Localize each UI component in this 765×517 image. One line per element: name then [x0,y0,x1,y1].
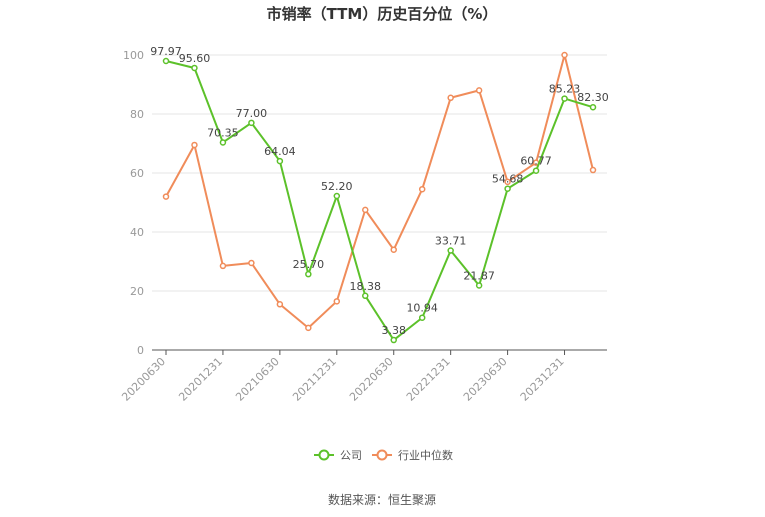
data-point [418,185,426,193]
data-point [447,94,454,102]
data-point [589,103,597,111]
data-point [248,119,255,127]
data-point [333,192,341,200]
y-tick-label: 60 [130,167,144,180]
data-point [418,314,426,321]
y-tick-label: 100 [123,49,144,62]
data-point [305,324,312,332]
x-tick-label: 20200630 [119,355,168,404]
x-tick-label: 20201231 [176,355,225,404]
legend-label: 公司 [340,449,362,462]
y-tick-label: 20 [130,285,144,298]
data-point [162,57,170,65]
data-point [219,139,227,146]
data-point [447,247,454,254]
chart-title: 市销率（TTM）历史百分位（%） [267,5,498,23]
x-tick-label: 20211231 [290,355,339,404]
data-label: 70.35 [207,126,239,139]
source-note: 数据来源：恒生聚源 [328,492,436,507]
x-tick-label: 20231231 [518,355,567,404]
data-point [305,270,312,278]
data-point [475,282,483,289]
data-label: 77.00 [236,107,268,120]
series-layer [162,51,597,344]
data-point [390,246,397,253]
data-point [333,298,341,305]
data-label: 33.71 [435,235,467,248]
data-point [162,193,170,200]
data-point [191,64,198,72]
data-label: 82.30 [577,91,609,104]
data-label: 95.60 [179,52,211,65]
data-point [504,185,511,192]
x-tick-label: 20220630 [347,355,396,404]
data-point [276,301,284,308]
grid [152,54,607,292]
data-label: 3.38 [381,324,406,337]
x-axis: 20200630 20201231 20210630 20211231 20220630… [119,349,607,404]
data-point [362,206,369,214]
x-tick-label: 20210630 [233,355,282,404]
y-tick-label: 40 [130,226,144,239]
data-label: 97.97 [150,45,182,58]
data-label: 52.20 [321,180,353,193]
data-label: 64.04 [264,145,296,158]
data-label: 10.94 [406,302,438,315]
data-point [561,95,568,102]
legend: 公司 行业中位数 [314,448,453,462]
x-tick-label: 20221231 [404,355,453,404]
data-point [475,87,483,94]
data-label: 60.77 [520,155,552,168]
data-point [276,157,284,165]
data-point [589,166,597,174]
series-line [165,54,594,329]
y-tick-label: 0 [137,344,144,357]
data-point [219,262,227,270]
data-point [248,259,255,267]
data-point [390,336,397,344]
data-label: 54.68 [492,173,524,186]
data-label: 85.23 [549,83,581,96]
y-tick-label: 80 [130,108,144,121]
y-axis: 0 20 40 60 80 100 [123,49,144,357]
x-tick-label: 20230630 [461,355,510,404]
data-label: 21.87 [463,269,495,282]
series-line [165,60,594,342]
legend-marker [318,449,330,461]
legend-marker [376,449,388,461]
data-point [362,292,369,300]
data-point [561,51,568,59]
data-point [191,141,198,149]
data-label: 25.70 [293,258,325,271]
data-point [504,178,511,186]
data-label: 18.38 [350,280,382,293]
legend-label: 行业中位数 [398,448,453,462]
data-point [532,167,540,174]
